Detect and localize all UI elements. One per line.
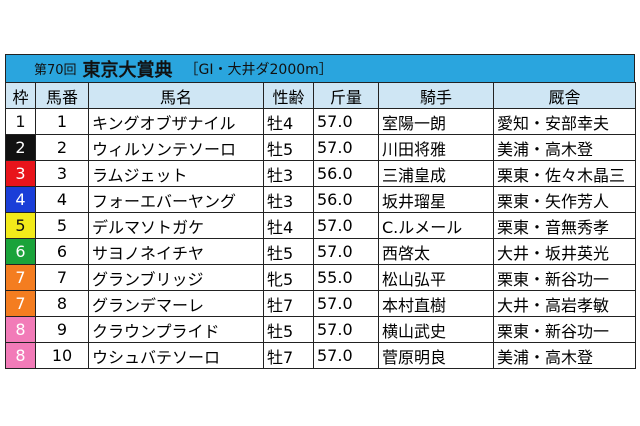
jockey-cell: 松山弘平 [378, 264, 494, 291]
waku-cell: 5 [5, 212, 36, 239]
weight-cell: 57.0 [313, 290, 379, 317]
stable-cell: 大井・坂井英光 [493, 238, 636, 265]
horse-name-cell: ラムジェット [88, 160, 264, 187]
horse-name-cell: ウシュバテソーロ [88, 342, 264, 369]
jockey-cell: 川田将雅 [378, 134, 494, 161]
horse-number-cell: 1 [35, 108, 89, 135]
sex-age-cell: 牡4 [263, 108, 314, 135]
header-cell: 馬番 [35, 82, 89, 109]
jockey-cell: C.ルメール [378, 212, 494, 239]
horse-number-cell: 2 [35, 134, 89, 161]
entry-row: 2 2 ウィルソンテソーロ 牡5 57.0 川田将雅 美浦・高木登 [5, 134, 636, 161]
waku-cell: 2 [5, 134, 36, 161]
sex-age-cell: 牡3 [263, 160, 314, 187]
waku-cell: 8 [5, 342, 36, 369]
jockey-cell: 坂井瑠星 [378, 186, 494, 213]
horse-number-cell: 3 [35, 160, 89, 187]
waku-cell: 6 [5, 238, 36, 265]
horse-name-cell: ウィルソンテソーロ [88, 134, 264, 161]
jockey-cell: 西啓太 [378, 238, 494, 265]
sex-age-cell: 牡5 [263, 316, 314, 343]
jockey-cell: 横山武史 [378, 316, 494, 343]
header-cell: 性齢 [263, 82, 314, 109]
entry-table: 枠馬番 馬名 性齢 斤量 騎手 厩舎 1 1 キングオブザナイル 牡4 57.0 室陽一朗 愛知・安部… [5, 82, 636, 369]
entry-row: 7 8 グランデマーレ 牡7 57.0 本村直樹 大井・高岩孝敏 [5, 290, 636, 317]
horse-number-cell: 6 [35, 238, 89, 265]
weight-cell: 57.0 [313, 238, 379, 265]
horse-name-cell: サヨノネイチヤ [88, 238, 264, 265]
waku-cell: 3 [5, 160, 36, 187]
stable-cell: 大井・高岩孝敏 [493, 290, 636, 317]
entry-row: 5 5 デルマソトガケ 牡4 57.0 C.ルメール 栗東・音無秀孝 [5, 212, 636, 239]
entry-row: 7 7 グランブリッジ 牝5 55.0 松山弘平 栗東・新谷功一 [5, 264, 636, 291]
sex-age-cell: 牡7 [263, 290, 314, 317]
sex-age-cell: 牡4 [263, 212, 314, 239]
horse-number-cell: 9 [35, 316, 89, 343]
horse-number-cell: 8 [35, 290, 89, 317]
entry-row: 4 4 フォーエバーヤング 牡3 56.0 坂井瑠星 栗東・矢作芳人 [5, 186, 636, 213]
horse-name-cell: キングオブザナイル [88, 108, 264, 135]
horse-number-cell: 4 [35, 186, 89, 213]
stable-cell: 美浦・高木登 [493, 134, 636, 161]
header-cell: 斤量 [313, 82, 379, 109]
entry-row: 3 3 ラムジェット 牡3 56.0 三浦皇成 栗東・佐々木晶三 [5, 160, 636, 187]
horse-name-cell: デルマソトガケ [88, 212, 264, 239]
horse-number-cell: 5 [35, 212, 89, 239]
header-cell: 騎手 [378, 82, 494, 109]
stable-cell: 栗東・音無秀孝 [493, 212, 636, 239]
horse-number-cell: 10 [35, 342, 89, 369]
entry-row: 6 6 サヨノネイチヤ 牡5 57.0 西啓太 大井・坂井英光 [5, 238, 636, 265]
table-body: 1 1 キングオブザナイル 牡4 57.0 室陽一朗 愛知・安部幸夫 2 2 ウィルソンテソーロ牡… [5, 108, 636, 369]
stable-cell: 美浦・高木登 [493, 342, 636, 369]
weight-cell: 57.0 [313, 316, 379, 343]
header-row: 枠馬番 馬名 性齢 斤量 騎手 厩舎 [5, 82, 636, 109]
horse-name-cell: クラウンプライド [88, 316, 264, 343]
entry-row: 8 10 ウシュバテソーロ 牡7 57.0 菅原明良 美浦・高木登 [5, 342, 636, 369]
race-round: 第70回 [34, 63, 77, 78]
weight-cell: 56.0 [313, 160, 379, 187]
weight-cell: 57.0 [313, 108, 379, 135]
horse-name-cell: グランデマーレ [88, 290, 264, 317]
entry-row: 1 1 キングオブザナイル 牡4 57.0 室陽一朗 愛知・安部幸夫 [5, 108, 636, 135]
waku-cell: 1 [5, 108, 36, 135]
title-bar: 第70回 東京大賞典 ［GI・大井ダ2000m］ [5, 54, 635, 82]
jockey-cell: 菅原明良 [378, 342, 494, 369]
entry-row: 8 9 クラウンプライド 牡5 57.0 横山武史 栗東・新谷功一 [5, 316, 636, 343]
jockey-cell: 本村直樹 [378, 290, 494, 317]
header-cell: 厩舎 [493, 82, 636, 109]
sex-age-cell: 牡7 [263, 342, 314, 369]
race-name: 東京大賞典 [82, 59, 173, 81]
jockey-cell: 三浦皇成 [378, 160, 494, 187]
header-cell: 枠 [5, 82, 36, 109]
sex-age-cell: 牡5 [263, 134, 314, 161]
waku-cell: 8 [5, 316, 36, 343]
waku-cell: 7 [5, 264, 36, 291]
weight-cell: 55.0 [313, 264, 379, 291]
stable-cell: 栗東・矢作芳人 [493, 186, 636, 213]
waku-cell: 4 [5, 186, 36, 213]
weight-cell: 57.0 [313, 212, 379, 239]
waku-cell: 7 [5, 290, 36, 317]
header-cell: 馬名 [88, 82, 264, 109]
jockey-cell: 室陽一朗 [378, 108, 494, 135]
horse-number-cell: 7 [35, 264, 89, 291]
race-info: ［GI・大井ダ2000m］ [184, 61, 333, 78]
weight-cell: 57.0 [313, 134, 379, 161]
weight-cell: 56.0 [313, 186, 379, 213]
entry-table-panel: 第70回 東京大賞典 ［GI・大井ダ2000m］ 枠馬番 馬名 性齢 斤量 騎手 厩舎 1… [5, 54, 636, 369]
stable-cell: 愛知・安部幸夫 [493, 108, 636, 135]
stable-cell: 栗東・佐々木晶三 [493, 160, 636, 187]
sex-age-cell: 牝5 [263, 264, 314, 291]
horse-name-cell: グランブリッジ [88, 264, 264, 291]
sex-age-cell: 牡5 [263, 238, 314, 265]
weight-cell: 57.0 [313, 342, 379, 369]
sex-age-cell: 牡3 [263, 186, 314, 213]
horse-name-cell: フォーエバーヤング [88, 186, 264, 213]
stable-cell: 栗東・新谷功一 [493, 264, 636, 291]
stable-cell: 栗東・新谷功一 [493, 316, 636, 343]
